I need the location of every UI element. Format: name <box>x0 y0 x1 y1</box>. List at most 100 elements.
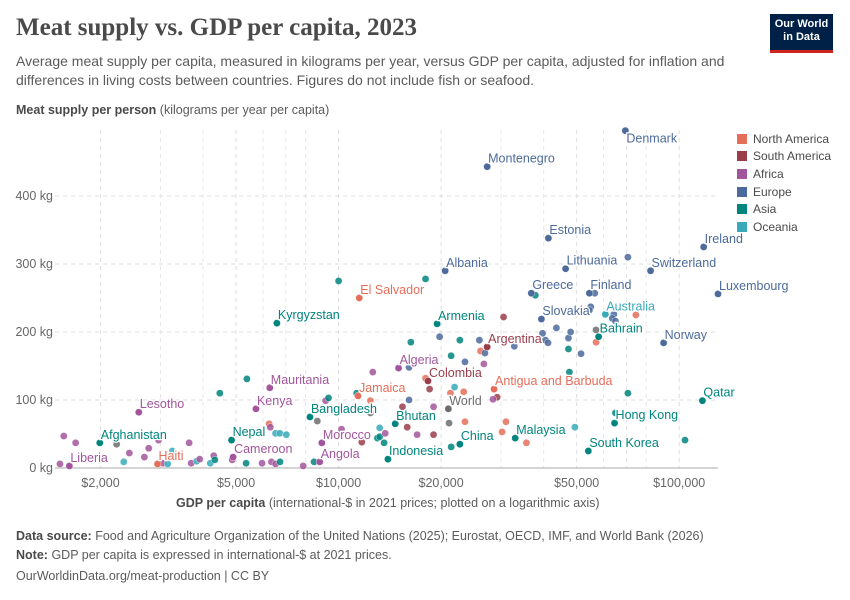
data-point[interactable] <box>407 338 415 346</box>
data-point[interactable] <box>621 126 630 135</box>
data-point[interactable] <box>475 336 484 344</box>
data-point[interactable] <box>421 275 430 283</box>
data-point[interactable] <box>441 266 449 275</box>
data-point[interactable] <box>698 396 707 405</box>
data-point[interactable] <box>324 394 333 402</box>
data-point[interactable] <box>405 363 413 372</box>
data-point[interactable] <box>544 339 552 347</box>
data-point[interactable] <box>381 429 389 438</box>
data-point[interactable] <box>445 419 453 427</box>
data-point[interactable] <box>313 417 322 425</box>
legend-item[interactable]: Africa <box>737 165 831 183</box>
data-point[interactable] <box>522 439 531 447</box>
data-point[interactable] <box>71 439 80 447</box>
owid-logo[interactable]: Our World in Data <box>770 14 833 53</box>
data-point[interactable] <box>537 315 546 323</box>
data-point[interactable] <box>610 419 619 427</box>
data-point[interactable] <box>354 392 362 400</box>
data-point[interactable] <box>510 342 519 351</box>
data-point[interactable] <box>699 243 708 251</box>
data-point[interactable] <box>502 417 510 426</box>
data-point[interactable] <box>577 349 585 358</box>
data-point[interactable] <box>337 425 346 434</box>
data-point[interactable] <box>461 417 469 426</box>
data-point[interactable] <box>153 460 162 468</box>
data-point[interactable] <box>450 383 459 391</box>
data-point[interactable] <box>95 439 104 447</box>
data-point[interactable] <box>552 324 561 332</box>
data-point[interactable] <box>447 443 455 451</box>
data-point[interactable] <box>394 364 403 372</box>
data-point[interactable] <box>611 317 620 325</box>
data-point[interactable] <box>405 396 413 404</box>
data-point[interactable] <box>306 413 314 421</box>
data-point[interactable] <box>266 423 275 431</box>
data-point[interactable] <box>594 332 603 341</box>
data-point[interactable] <box>315 458 324 466</box>
data-point[interactable] <box>210 456 219 464</box>
data-point[interactable] <box>282 430 291 439</box>
data-point[interactable] <box>125 449 134 457</box>
data-point[interactable] <box>276 429 284 438</box>
data-point[interactable] <box>489 395 497 404</box>
data-point[interactable] <box>227 436 236 444</box>
data-point[interactable] <box>163 460 172 468</box>
data-point[interactable] <box>601 310 610 319</box>
legend-item[interactable]: Asia <box>737 200 831 218</box>
data-point[interactable] <box>168 447 177 455</box>
data-point[interactable] <box>446 389 455 397</box>
footer-url[interactable]: OurWorldinData.org/meat-production | CC … <box>16 569 270 583</box>
data-point[interactable] <box>276 458 284 466</box>
data-point[interactable] <box>429 430 438 439</box>
data-point[interactable] <box>480 360 488 368</box>
data-point[interactable] <box>265 383 274 392</box>
data-point[interactable] <box>459 388 468 396</box>
data-point[interactable] <box>565 368 574 376</box>
data-point[interactable] <box>527 289 536 298</box>
data-point[interactable] <box>258 459 266 468</box>
data-point[interactable] <box>216 389 224 397</box>
data-point[interactable] <box>185 439 193 447</box>
data-point[interactable] <box>366 396 375 405</box>
data-point[interactable] <box>681 436 689 444</box>
data-point[interactable] <box>444 405 453 413</box>
data-point[interactable] <box>368 368 377 376</box>
data-point[interactable] <box>566 328 575 336</box>
legend-item[interactable]: North America <box>737 130 831 148</box>
data-point[interactable] <box>585 306 594 315</box>
data-point[interactable] <box>659 339 668 347</box>
data-point[interactable] <box>56 460 64 468</box>
data-point[interactable] <box>398 402 407 411</box>
data-point[interactable] <box>229 453 237 461</box>
data-point[interactable] <box>384 455 392 463</box>
data-point[interactable] <box>144 444 153 453</box>
data-point[interactable] <box>318 439 326 447</box>
data-point[interactable] <box>538 329 547 338</box>
data-point[interactable] <box>571 423 579 431</box>
data-point[interactable] <box>195 455 204 463</box>
data-point[interactable] <box>511 434 520 442</box>
legend-item[interactable]: Europe <box>737 183 831 201</box>
data-point[interactable] <box>112 440 121 448</box>
data-point[interactable] <box>461 358 469 366</box>
data-point[interactable] <box>433 320 441 328</box>
data-point[interactable] <box>299 462 307 470</box>
data-point[interactable] <box>646 266 655 275</box>
data-point[interactable] <box>632 311 640 319</box>
data-point[interactable] <box>624 253 632 261</box>
data-point[interactable] <box>366 409 375 417</box>
data-point[interactable] <box>59 432 68 440</box>
data-point[interactable] <box>413 430 421 439</box>
data-point[interactable] <box>154 436 163 444</box>
data-point[interactable] <box>561 264 570 273</box>
legend-item[interactable]: South America <box>737 148 831 166</box>
data-point[interactable] <box>252 405 260 413</box>
data-point[interactable] <box>375 424 384 432</box>
data-point[interactable] <box>714 290 722 298</box>
data-point[interactable] <box>134 408 143 417</box>
data-point[interactable] <box>483 162 491 171</box>
data-point[interactable] <box>65 462 74 470</box>
data-point[interactable] <box>435 332 444 341</box>
data-point[interactable] <box>403 423 411 431</box>
legend-item[interactable]: Oceania <box>737 218 831 236</box>
